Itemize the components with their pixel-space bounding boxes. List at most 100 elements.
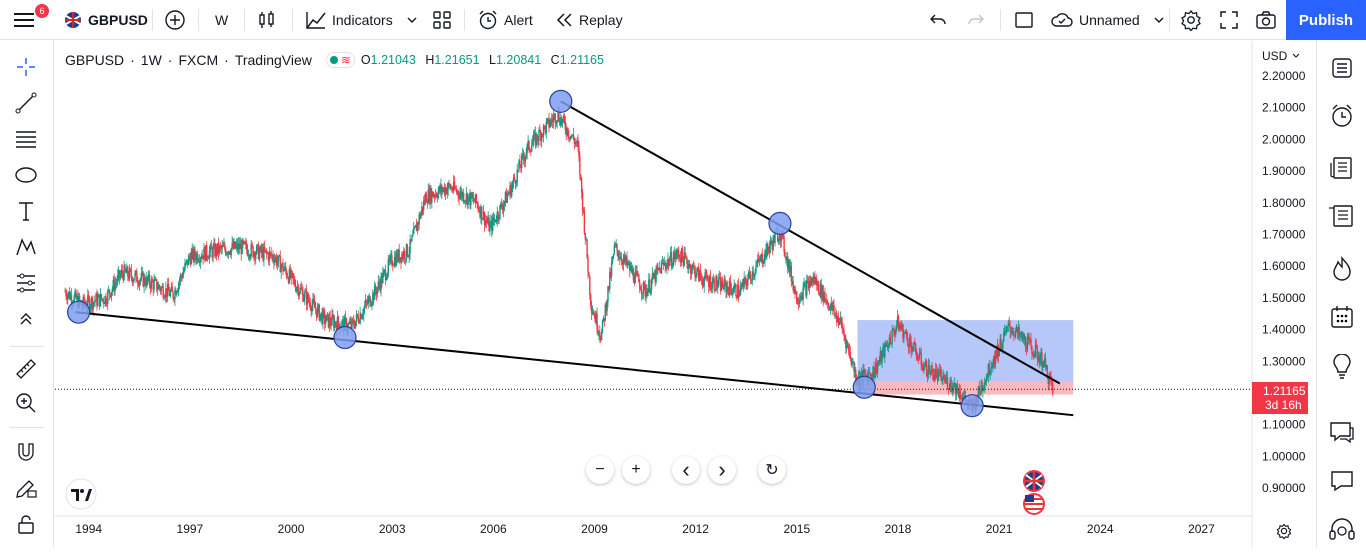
scale-settings-icon[interactable]: [1276, 523, 1292, 540]
time-scale[interactable]: 1994 1997 2000 2003 2006 2009 2012 2015 2018 2021…: [75, 522, 1215, 536]
candle-body: [897, 316, 900, 329]
chats-button[interactable]: [1326, 416, 1358, 448]
currency-label[interactable]: USD: [1262, 49, 1288, 63]
prediction-tool[interactable]: [10, 267, 42, 299]
reset-chart-button[interactable]: ↻: [758, 456, 786, 484]
candle-body: [827, 302, 830, 308]
chart-pane[interactable]: 2.20000 2.10000 2.00000 1.90000 1.80000 1.700…: [55, 41, 1316, 547]
anchor-markers[interactable]: [67, 89, 984, 418]
anchor-circle[interactable]: [768, 211, 792, 236]
collapse-tools-button[interactable]: [10, 303, 42, 335]
save-layout-button[interactable]: Unnamed: [1050, 0, 1164, 40]
scroll-left-button[interactable]: ‹: [672, 456, 700, 484]
chart-type-button[interactable]: [257, 0, 277, 40]
candle-body: [990, 367, 992, 374]
alerts-panel-button[interactable]: [1326, 100, 1358, 132]
patterns-tool[interactable]: [10, 231, 42, 263]
candle-body: [265, 250, 268, 254]
settings-button[interactable]: [1180, 0, 1202, 40]
ruler-icon: [16, 359, 36, 379]
candle-body: [592, 312, 595, 316]
market-status-pill[interactable]: ≋: [325, 52, 355, 68]
news-button[interactable]: [1326, 152, 1358, 184]
compare-button[interactable]: [164, 0, 186, 40]
price-chart[interactable]: 2.20000 2.10000 2.00000 1.90000 1.80000 1.700…: [55, 41, 1316, 547]
crosshair-tool[interactable]: [10, 51, 42, 83]
watchlist-button[interactable]: [1326, 52, 1358, 84]
alert-button[interactable]: Alert: [477, 0, 533, 40]
candle-body: [362, 314, 364, 317]
candle-body: [914, 341, 916, 345]
anchor-circle[interactable]: [960, 394, 984, 418]
menu-button[interactable]: [14, 0, 36, 40]
snapshot-button[interactable]: [1255, 0, 1277, 40]
candle-body: [255, 245, 258, 254]
candle-body: [702, 283, 704, 287]
candle-body: [754, 272, 756, 275]
undo-button[interactable]: [929, 0, 947, 40]
fullscreen-button[interactable]: [1219, 0, 1239, 40]
candle-body: [271, 255, 273, 256]
interval-button[interactable]: W: [215, 0, 228, 40]
candle-body: [907, 344, 910, 348]
candle-body: [654, 272, 656, 283]
candle-body: [715, 276, 717, 291]
uk-flag-icon[interactable]: [1023, 470, 1045, 492]
symbol-search-button[interactable]: GBPUSD: [64, 0, 148, 40]
messages-button[interactable]: [1326, 465, 1358, 497]
candle-body: [650, 279, 653, 290]
layout-button[interactable]: [432, 0, 452, 40]
scroll-right-button[interactable]: ›: [708, 456, 736, 484]
data-window-button[interactable]: [1326, 200, 1358, 232]
candle-body: [245, 243, 247, 245]
us-flag-icon[interactable]: [1023, 493, 1045, 515]
trend-line[interactable]: [560, 100, 1061, 385]
candle-body: [125, 270, 127, 274]
fib-tool[interactable]: [10, 123, 42, 155]
ideas-button[interactable]: [1326, 351, 1358, 383]
zoom-out-button[interactable]: −: [586, 456, 614, 484]
replay-button[interactable]: Replay: [556, 0, 623, 40]
candle-body: [937, 370, 940, 380]
trend-line-tool[interactable]: [10, 87, 42, 119]
templates-dropdown[interactable]: [407, 0, 417, 40]
trend-line[interactable]: [75, 311, 1074, 417]
candle-body: [822, 285, 824, 302]
candle-body: [920, 352, 922, 365]
trendline-drawings[interactable]: [75, 100, 1074, 417]
anchor-circle[interactable]: [549, 89, 573, 113]
candle-body: [669, 252, 672, 261]
candle-body: [116, 282, 118, 284]
redo-button[interactable]: [967, 0, 985, 40]
hotlists-button[interactable]: [1326, 253, 1358, 285]
tradingview-logo[interactable]: [65, 478, 97, 510]
lock-drawings-tool[interactable]: [10, 472, 42, 504]
anchor-circle[interactable]: [333, 325, 357, 350]
publish-button[interactable]: Publish: [1286, 0, 1366, 40]
fullscreen-layout-button[interactable]: [1014, 0, 1034, 40]
calendar-button[interactable]: [1326, 301, 1358, 333]
candle-body: [681, 248, 684, 258]
lock-tool[interactable]: [10, 508, 42, 540]
indicators-button[interactable]: Indicators: [305, 0, 393, 40]
anchor-circle[interactable]: [852, 375, 876, 399]
candle-body: [648, 279, 650, 289]
zoom-in-button[interactable]: +: [622, 456, 650, 484]
candle-body: [732, 292, 734, 293]
magnet-tool[interactable]: [10, 436, 42, 468]
candle-body: [651, 273, 654, 280]
candle-body: [906, 337, 909, 345]
candle-body: [869, 373, 872, 377]
help-button[interactable]: [1326, 514, 1358, 546]
candle-body: [719, 277, 722, 291]
legend-interval: 1W: [140, 52, 162, 68]
price-scale[interactable]: 2.20000 2.10000 2.00000 1.90000 1.80000 1.700…: [1262, 69, 1306, 495]
shapes-tool[interactable]: [10, 159, 42, 191]
chart-legend[interactable]: GBPUSD · 1W · FXCM · TradingView ≋ O1.21…: [65, 51, 604, 69]
candle-body: [939, 369, 941, 371]
anchor-circle[interactable]: [67, 300, 91, 324]
text-tool[interactable]: [10, 195, 42, 227]
red-rectangle[interactable]: [857, 381, 1074, 395]
ruler-tool[interactable]: [10, 353, 42, 385]
zoom-tool[interactable]: [10, 387, 42, 419]
